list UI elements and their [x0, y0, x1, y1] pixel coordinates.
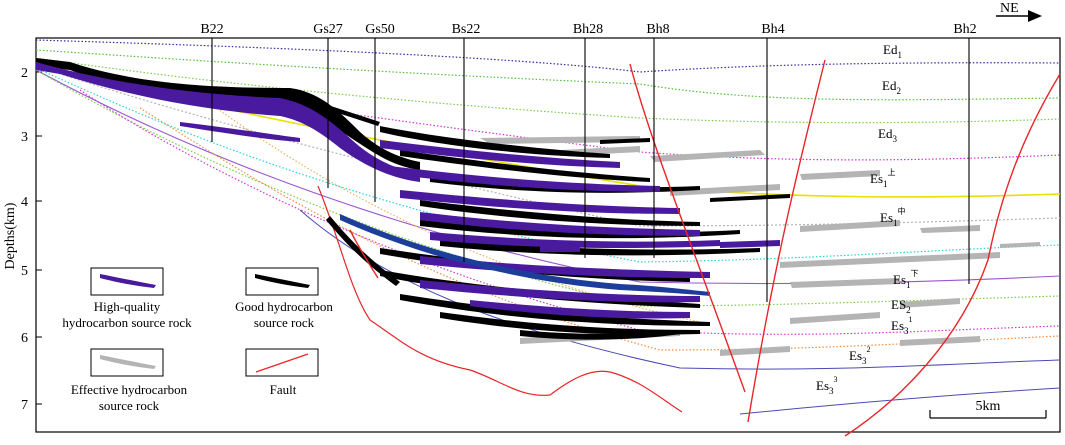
- tick-label-7: 7: [21, 398, 28, 413]
- well-labels: B22 Gs27 Gs50 Bs22 Bh28 Bh8 Bh4 Bh2: [200, 22, 976, 37]
- scale-bar: 5km: [929, 399, 1047, 419]
- well-label-bs22: Bs22: [452, 22, 481, 37]
- legend-high-quality: High-quality hydrocarbon source rock: [62, 267, 192, 330]
- strata-label-ed1: Ed1: [883, 42, 902, 60]
- ne-orientation-arrow: NE: [996, 1, 1042, 22]
- legend-fault-line1: Fault: [270, 382, 297, 397]
- legend: High-quality hydrocarbon source rock Goo…: [62, 267, 333, 413]
- legend-good: Good hydrocarbon source rock: [235, 267, 333, 330]
- well-label-gs27: Gs27: [313, 22, 343, 37]
- strata-label-es2: ES2: [891, 297, 911, 315]
- scale-bar-label: 5km: [976, 399, 1001, 414]
- tick-label-5: 5: [21, 264, 28, 279]
- strata-label-es1-upper: Es1上: [870, 168, 896, 189]
- strata-labels: Ed1 Ed2 Ed3 Es1上 Es1中 Es1下 ES2 Es31 Es32…: [816, 42, 919, 396]
- basin-floor-fault: [317, 185, 683, 413]
- plot-frame: [35, 37, 1061, 433]
- tick-label-3: 3: [21, 130, 28, 145]
- legend-good-line1: Good hydrocarbon: [235, 299, 333, 314]
- well-label-bh8: Bh8: [646, 22, 669, 37]
- strata-label-es1-middle: Es1中: [880, 206, 906, 228]
- legend-high-quality-line1: High-quality: [94, 299, 161, 314]
- well-label-bh2: Bh2: [953, 22, 976, 37]
- strata-label-es3-3: Es33: [816, 375, 838, 396]
- legend-good-line2: source rock: [254, 315, 315, 330]
- legend-effective: Effective hydrocarbon source rock: [71, 348, 188, 413]
- high-quality-source-wedge: [36, 62, 420, 182]
- tick-label-6: 6: [21, 331, 28, 346]
- strata-label-ed2: Ed2: [882, 78, 901, 96]
- well-label-b22: B22: [200, 22, 223, 37]
- legend-fault: Fault: [245, 348, 319, 397]
- faults: [349, 59, 1061, 437]
- depth-ticks: 2 3 4 5 6 7: [21, 66, 42, 413]
- tick-label-2: 2: [21, 66, 28, 81]
- high-quality-source-lenses: [180, 122, 780, 319]
- legend-effective-line1: Effective hydrocarbon: [71, 382, 188, 397]
- strata-label-ed3: Ed3: [878, 126, 897, 144]
- strata-label-es3-1: Es31: [891, 315, 913, 336]
- ne-label: NE: [1000, 1, 1019, 16]
- legend-high-quality-line2: hydrocarbon source rock: [62, 315, 192, 330]
- well-label-bh28: Bh28: [573, 22, 603, 37]
- well-label-gs50: Gs50: [365, 22, 395, 37]
- tick-label-4: 4: [21, 195, 28, 210]
- strata-label-es1-lower: Es1下: [893, 269, 919, 290]
- legend-effective-line2: source rock: [99, 398, 160, 413]
- axis-title: Depths(km): [3, 202, 18, 269]
- well-label-bh4: Bh4: [761, 22, 784, 37]
- well-lines: [211, 38, 970, 302]
- strata-label-es3-2: Es32: [849, 345, 871, 366]
